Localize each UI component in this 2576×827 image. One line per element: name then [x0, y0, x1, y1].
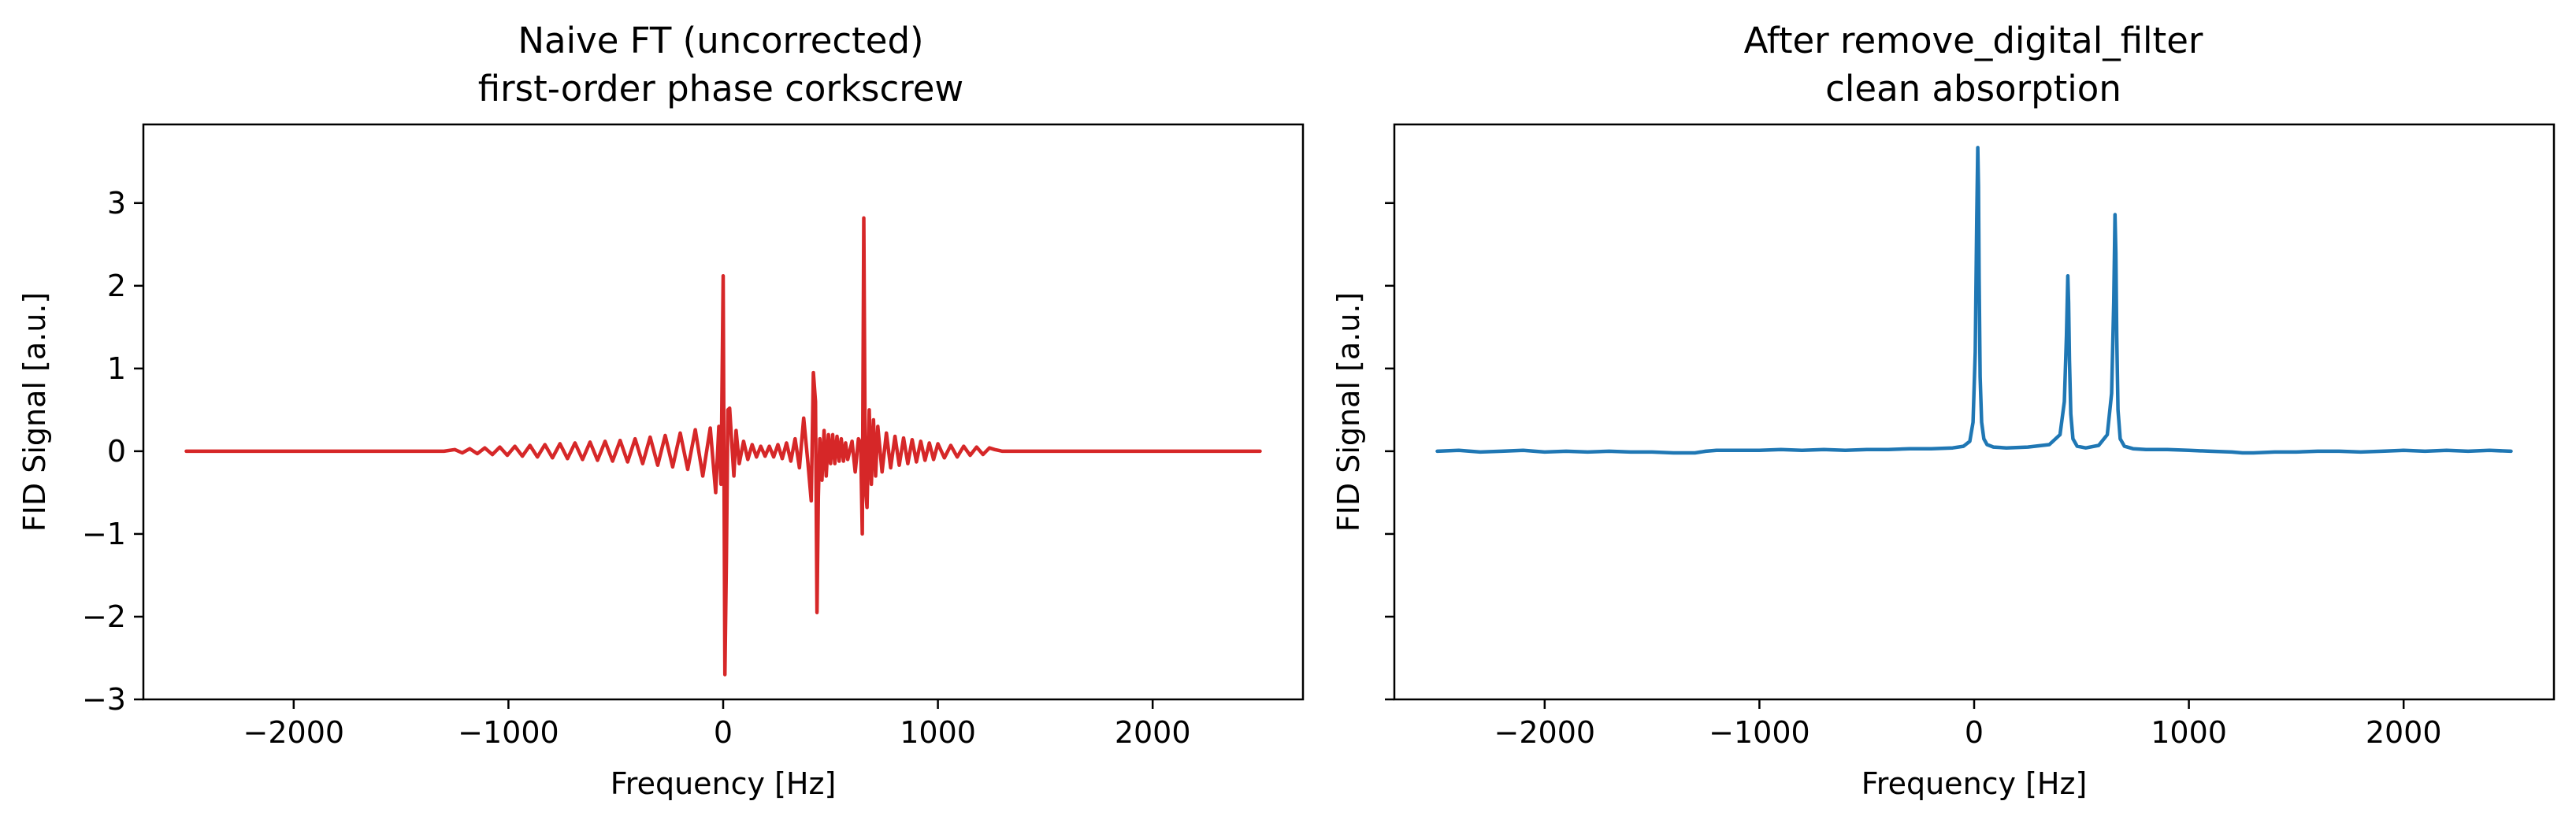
y-tick-label: 2 [107, 269, 126, 303]
x-tick-label: −1000 [458, 715, 559, 750]
x-tick-label: 2000 [2366, 715, 2442, 750]
right-y-axis-label: FID Signal [a.u.] [1331, 292, 1366, 532]
right-title: After remove_digital_filter [1744, 20, 2203, 61]
x-tick-label: −2000 [243, 715, 345, 750]
right-subtitle: clean absorption [1825, 68, 2121, 109]
x-tick-label: 0 [1965, 715, 1984, 750]
right-plot-marks [1435, 146, 2513, 455]
y-tick-label: −3 [82, 682, 126, 717]
series-line-0 [1435, 146, 2513, 455]
x-tick-label: −1000 [1709, 715, 1810, 750]
x-tick-label: −2000 [1494, 715, 1596, 750]
y-tick-label: −1 [82, 517, 126, 551]
left-x-axis-label: Frequency [Hz] [611, 766, 837, 801]
x-tick-label: 1000 [2151, 715, 2227, 750]
right-x-ticks: −2000 −1000 0 1000 2000 [1494, 699, 2442, 750]
y-tick-label: 3 [107, 186, 126, 221]
y-tick-label: 1 [107, 351, 126, 386]
left-y-ticks: −3 −2 −1 0 1 2 3 [82, 186, 143, 717]
left-panel: Naive FT (uncorrected) first-order phase… [17, 20, 1305, 801]
right-x-axis-label: Frequency [Hz] [1861, 766, 2088, 801]
left-subtitle: first-order phase corkscrew [478, 68, 963, 109]
right-y-ticks [1385, 202, 1394, 701]
y-tick-label: 0 [107, 434, 126, 469]
left-plot-marks [184, 216, 1262, 677]
x-tick-label: 2000 [1115, 715, 1191, 750]
x-tick-label: 1000 [900, 715, 976, 750]
left-title: Naive FT (uncorrected) [518, 20, 923, 61]
right-panel: After remove_digital_filter clean absorp… [1331, 20, 2556, 801]
y-tick-label: −2 [82, 599, 126, 634]
series-line-0 [184, 216, 1262, 677]
left-y-axis-label: FID Signal [a.u.] [17, 292, 52, 532]
left-x-ticks: −2000 −1000 0 1000 2000 [243, 699, 1191, 750]
x-tick-label: 0 [714, 715, 733, 750]
